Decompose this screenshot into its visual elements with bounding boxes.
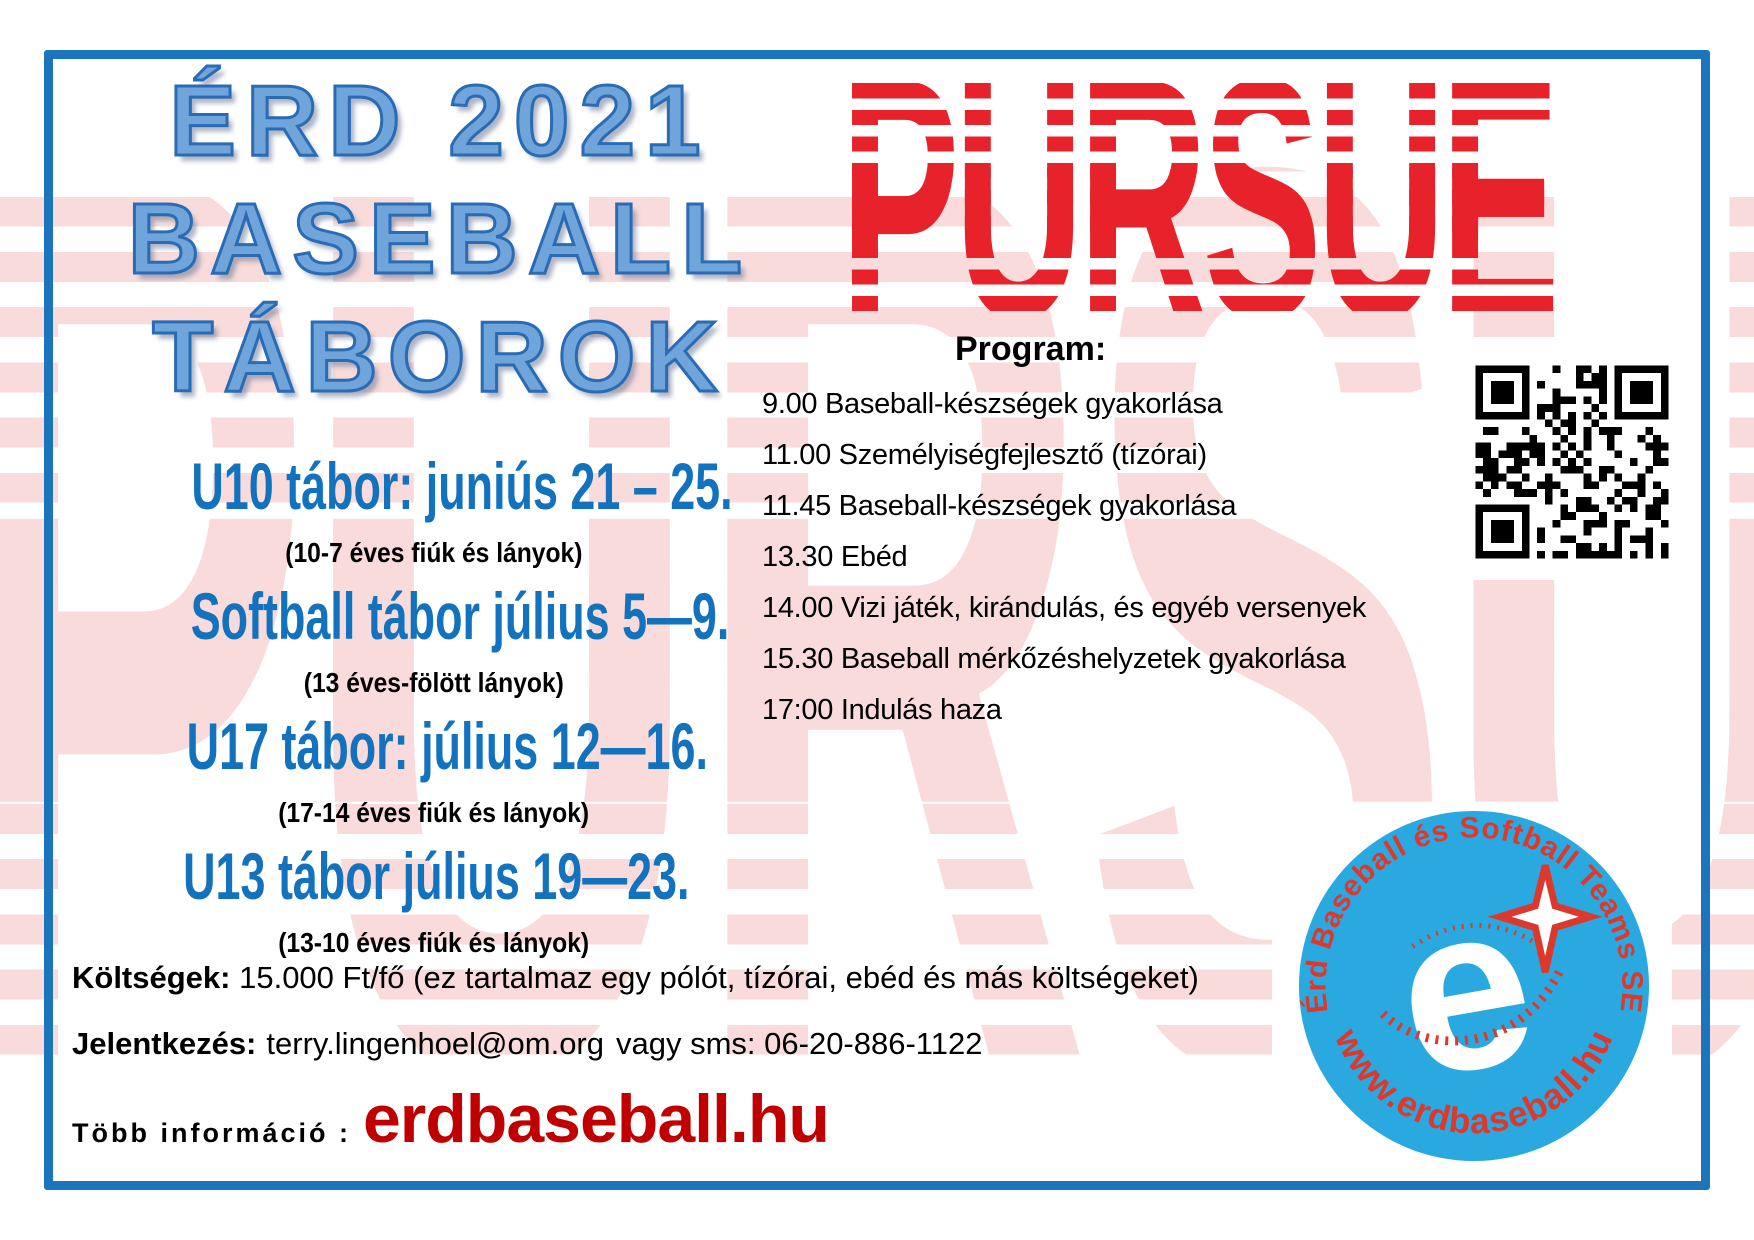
- camp-title: U13 tábor július 19—23.: [183, 839, 690, 913]
- pursue-logo-text: PURSUE: [840, 9, 1555, 391]
- program-heading: Program:: [955, 330, 1107, 368]
- qr-code: [1460, 350, 1684, 574]
- camp-entry-softball: Softball tábor július 5—9. (13 éves-fölö…: [64, 570, 804, 698]
- poster-title: ÉRD 2021 BASEBALL TÁBOROK: [70, 62, 810, 416]
- camp-subtitle: (13 éves-fölött lányok): [303, 667, 565, 698]
- camp-title: U10 tábor: juniús 21 – 25.: [191, 449, 733, 523]
- costs-text: 15.000 Ft/fő (ez tartalmaz egy pólót, tí…: [230, 960, 1199, 995]
- camp-subtitle: (13-10 éves fiúk és lányok): [278, 927, 590, 958]
- club-logo: Érd Baseball és Softball Teams SE www.er…: [1299, 810, 1650, 1162]
- program-item: 17:00 Indulás haza: [762, 694, 1002, 726]
- title-line-1: ÉRD 2021: [168, 64, 711, 179]
- title-line-2: BASEBALL: [126, 182, 753, 297]
- program-section: Program: 9.00 Baseball-készségek gyakorl…: [762, 330, 1462, 736]
- registration-email: terry.lingenhoel@om.org: [266, 1026, 604, 1061]
- website-text: erdbaseball.hu: [362, 1081, 830, 1157]
- more-info-label: Több információ :: [72, 1118, 351, 1148]
- program-item: 14.00 Vizi játék, kirándulás, és egyéb v…: [762, 592, 1367, 624]
- registration-label: Jelentkezés:: [72, 1026, 257, 1061]
- title-line-3: TÁBOROK: [151, 300, 728, 415]
- camp-subtitle: (17-14 éves fiúk és lányok): [278, 797, 590, 828]
- camp-title: Softball tábor július 5—9.: [190, 579, 730, 653]
- costs-line: Költségek: 15.000 Ft/fő (ez tartalmaz eg…: [72, 960, 1199, 996]
- program-item: 13.30 Ebéd: [762, 541, 908, 573]
- camp-entry-u10: U10 tábor: juniús 21 – 25. (10-7 éves fi…: [64, 440, 804, 568]
- camps-section: U10 tábor: juniús 21 – 25. (10-7 éves fi…: [64, 440, 804, 960]
- program-item: 11.45 Baseball-készségek gyakorlása: [762, 490, 1237, 522]
- camp-subtitle: (10-7 éves fiúk és lányok): [285, 537, 583, 568]
- camp-entry-u13: U13 tábor július 19—23. (13-10 éves fiúk…: [64, 830, 804, 958]
- program-item: 9.00 Baseball-készségek gyakorlása: [762, 388, 1223, 420]
- program-item: 15.30 Baseball mérkőzéshelyzetek gyakorl…: [762, 643, 1346, 675]
- more-info-line: Több információ : erdbaseball.hu: [72, 1080, 830, 1158]
- registration-phone: vagy sms: 06-20-886-1122: [616, 1026, 983, 1061]
- costs-label: Költségek:: [72, 960, 231, 995]
- pursue-logo: PURSUE: [840, 30, 1555, 372]
- camp-entry-u17: U17 tábor: július 12—16. (17-14 éves fiú…: [64, 700, 804, 828]
- registration-line: Jelentkezés: terry.lingenhoel@om.org vagy …: [72, 1026, 982, 1062]
- camp-title: U17 tábor: július 12—16.: [186, 709, 708, 783]
- program-item: 11.00 Személyiségfejlesztő (tízórai): [762, 439, 1207, 471]
